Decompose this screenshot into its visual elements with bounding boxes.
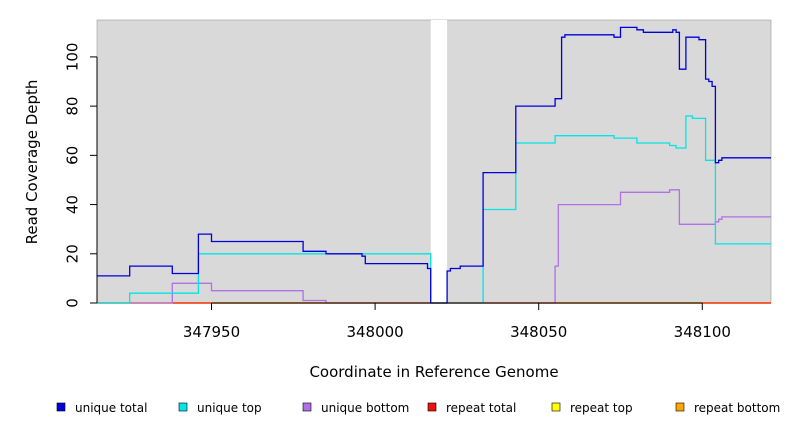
legend-label: repeat top [570,401,633,415]
legend-swatch [178,402,188,412]
legend-item: repeat total [427,401,516,415]
x-axis: 347950 348000 348050 348100 [183,302,731,341]
plot-background [96,19,772,304]
legend-item: unique bottom [302,401,409,415]
legend: unique total unique top unique bottom repea… [56,401,780,415]
legend-item: unique total [56,401,147,415]
gap-region [430,20,448,303]
y-axis: 0 20 40 60 80 100 [64,43,98,308]
legend-label: repeat total [446,401,516,415]
legend-label: unique total [75,401,147,415]
x-tick-label: 348100 [674,323,731,341]
legend-swatch [551,402,561,412]
y-tick-label: 40 [64,195,82,214]
x-tick-label: 348050 [510,323,567,341]
legend-swatch [675,402,685,412]
y-tick-label: 0 [64,298,82,308]
series-line-unique-bottom [97,189,771,304]
legend-item: repeat top [551,401,633,415]
y-axis-title: Read Coverage Depth [23,80,41,245]
x-tick-label: 348000 [346,323,403,341]
y-tick-label: 100 [64,43,82,72]
legend-label: unique top [197,401,262,415]
y-tick-label: 60 [64,146,82,165]
legend-swatch [302,402,312,412]
legend-label: repeat bottom [694,401,780,415]
legend-label: unique bottom [321,401,409,415]
legend-swatch [56,402,66,412]
legend-item: repeat bottom [675,401,780,415]
y-tick-label: 80 [64,97,82,116]
legend-swatch [427,402,437,412]
series-line-unique-total [97,26,771,304]
y-tick-label: 20 [64,244,82,263]
legend-item: unique top [178,401,262,415]
x-tick-label: 347950 [183,323,240,341]
x-axis-title: Coordinate in Reference Genome [309,363,558,381]
